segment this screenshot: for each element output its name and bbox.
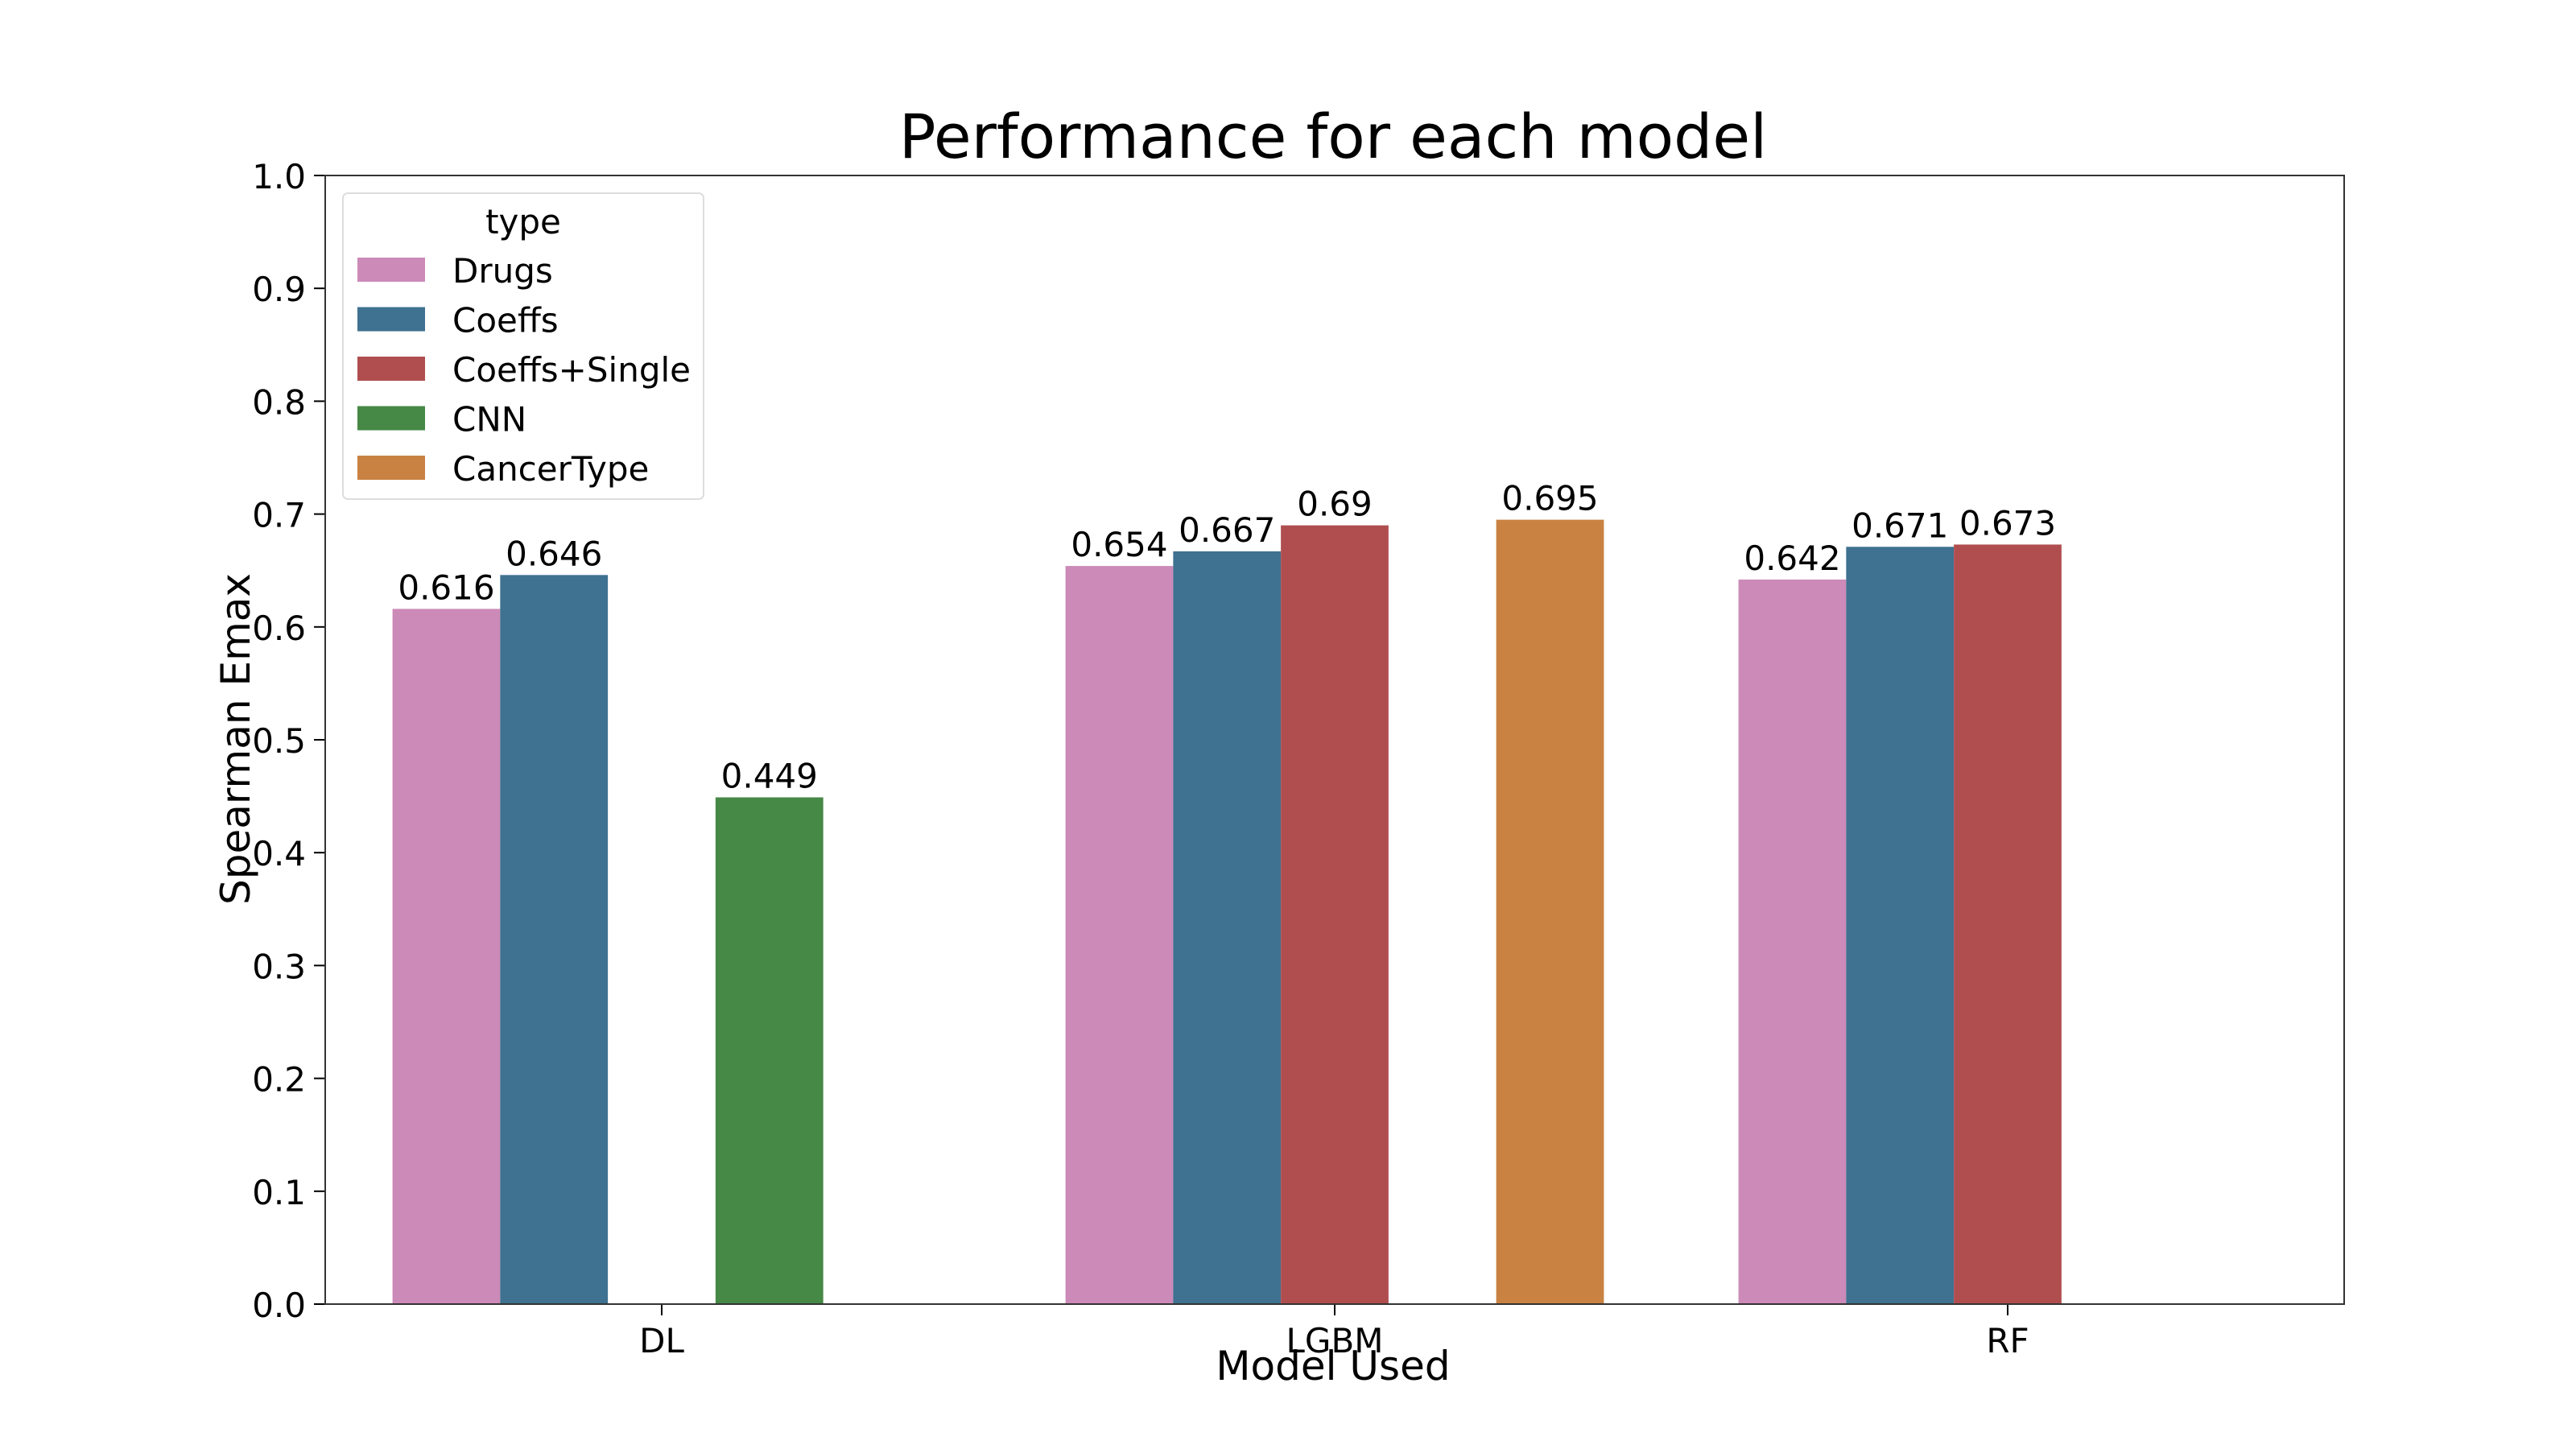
bar-lgbm-coeffs <box>1173 551 1282 1304</box>
bar-lgbm-drugs <box>1065 566 1174 1304</box>
bar-value-label: 0.69 <box>1297 485 1373 524</box>
x-tick-label-rf: RF <box>1986 1321 2029 1360</box>
legend-swatch <box>357 307 425 332</box>
legend-box <box>342 192 704 500</box>
bar-lgbm-cancertype <box>1496 519 1604 1304</box>
legend-swatch <box>357 357 425 381</box>
chart-title: Performance for each model <box>899 101 1768 172</box>
bar-rf-drugs <box>1738 579 1847 1304</box>
bar-rf-coeffs <box>1846 547 1955 1304</box>
bar-value-label: 0.449 <box>721 757 818 796</box>
y-tick-label: 1.0 <box>252 157 306 196</box>
legend: type Drugs Coeffs Coeffs+Single CNN CancerTyp… <box>342 192 704 500</box>
bar-rf-coeffs-single <box>1954 544 2062 1304</box>
legend-entry: CNN <box>452 400 526 440</box>
legend-entry: Coeffs <box>452 301 559 341</box>
y-tick-label: 0.9 <box>252 270 306 309</box>
bar-value-label: 0.667 <box>1179 510 1275 550</box>
y-tick-label: 0.0 <box>252 1286 306 1325</box>
bar-lgbm-coeffs-single <box>1281 525 1389 1304</box>
y-tick-label: 0.3 <box>252 947 306 986</box>
y-tick-label: 0.8 <box>252 382 306 422</box>
plot-area: 0.0 0.1 0.2 0.3 0.4 0.5 0.6 0.7 0.8 0.9 1.0 DL 0.616… <box>252 157 2345 1360</box>
x-tick-label-dl: DL <box>639 1321 684 1360</box>
bar-dl-cnn <box>715 797 824 1304</box>
y-axis-label: Spearman Emax <box>213 573 259 905</box>
bar-dl-drugs <box>392 609 501 1304</box>
legend-swatch <box>357 406 425 431</box>
legend-title: type <box>485 202 561 242</box>
y-tick-label: 0.4 <box>252 834 306 873</box>
legend-entry: Coeffs+Single <box>452 350 691 390</box>
bar-value-label: 0.671 <box>1852 506 1948 545</box>
bar-value-label: 0.616 <box>398 568 494 607</box>
legend-swatch <box>357 258 425 282</box>
x-axis-label: Model Used <box>1216 1343 1450 1389</box>
y-tick-label: 0.6 <box>252 609 306 648</box>
bar-value-label: 0.654 <box>1071 525 1167 564</box>
bar-value-label: 0.646 <box>506 534 602 573</box>
bar-dl-coeffs <box>500 575 609 1304</box>
plot-frame <box>324 175 2345 1305</box>
bar-value-label: 0.695 <box>1501 479 1598 518</box>
y-tick-label: 0.5 <box>252 721 306 761</box>
legend-entry: Drugs <box>452 251 553 291</box>
y-tick-label: 0.1 <box>252 1173 306 1212</box>
legend-swatch <box>357 456 425 480</box>
legend-entry: CancerType <box>452 449 649 489</box>
y-tick-label: 0.2 <box>252 1060 306 1100</box>
y-tick-label: 0.7 <box>252 496 306 535</box>
bar-value-label: 0.673 <box>1959 503 2056 543</box>
x-tick-label-lgbm: LGBM <box>1286 1321 1384 1360</box>
bar-value-label: 0.642 <box>1744 539 1840 578</box>
